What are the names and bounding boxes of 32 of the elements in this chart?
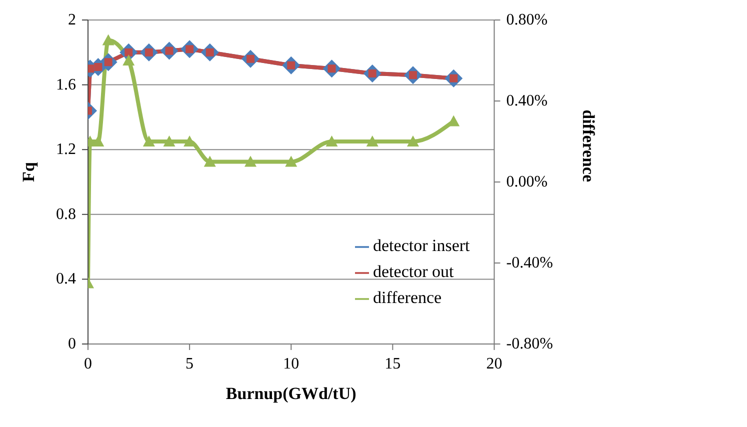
legend-label: detector out bbox=[373, 262, 454, 281]
x-tick-label: 0 bbox=[84, 356, 92, 372]
point bbox=[244, 156, 256, 167]
y-axis-title: Fq bbox=[19, 162, 38, 182]
x-tick-label: 10 bbox=[283, 356, 300, 372]
point bbox=[142, 136, 155, 146]
y-tick-label: 1.6 bbox=[56, 76, 76, 94]
y2-tick-label: -0.40% bbox=[506, 254, 553, 272]
y-tick-label: 2 bbox=[68, 12, 76, 28]
y-tick-label: 0.8 bbox=[56, 206, 76, 223]
y-tick-label: 0.4 bbox=[56, 270, 76, 288]
y2-tick-label: 0.80% bbox=[506, 12, 548, 28]
y2-tick-label: 0.00% bbox=[506, 174, 548, 190]
y2-axis-title: difference bbox=[579, 110, 598, 182]
y-tick-label: 0 bbox=[68, 336, 76, 352]
point bbox=[406, 136, 419, 146]
y2-tick-label: -0.80% bbox=[506, 336, 553, 352]
point bbox=[122, 54, 135, 66]
point bbox=[366, 136, 378, 146]
x-tick-label: 20 bbox=[486, 356, 502, 372]
point bbox=[285, 156, 298, 167]
legend-label: difference bbox=[373, 288, 442, 307]
point bbox=[326, 136, 338, 146]
legend-label: detector insert bbox=[373, 236, 470, 255]
point bbox=[163, 136, 176, 146]
y-tick-label: 1.2 bbox=[56, 141, 76, 158]
x-axis-title: Burnup(GWd/tU) bbox=[226, 384, 356, 403]
point bbox=[102, 34, 114, 46]
point bbox=[204, 156, 216, 167]
y2-tick-label: 0.40% bbox=[506, 92, 548, 110]
x-tick-label: 15 bbox=[384, 356, 401, 372]
x-tick-label: 5 bbox=[186, 356, 194, 372]
